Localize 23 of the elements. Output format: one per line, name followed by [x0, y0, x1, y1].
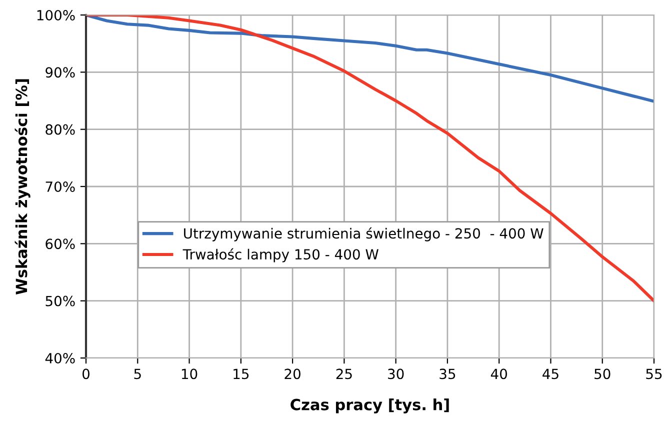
- x-tick-label: 40: [490, 368, 508, 380]
- legend-label: Trwałośc lampy 150 - 400 W: [182, 248, 378, 262]
- y-tick-label: 50%: [46, 296, 75, 306]
- x-tick-label: 45: [542, 368, 558, 380]
- y-tick-label: 100%: [37, 10, 75, 20]
- x-tick-label: 55: [646, 368, 662, 380]
- x-tick-label: 20: [284, 368, 300, 380]
- x-tick-label: 25: [336, 368, 352, 380]
- x-axis-title: Czas pracy [tys. h]: [290, 398, 449, 414]
- y-tick-label: 80%: [46, 124, 75, 135]
- x-tick-label: 50: [594, 368, 610, 380]
- x-tick-label: 30: [388, 368, 404, 380]
- x-tick-label: 10: [182, 368, 198, 380]
- x-tick-label: 35: [440, 368, 456, 380]
- y-tick-label: 60%: [46, 238, 75, 250]
- x-tick-label: 0: [82, 368, 90, 380]
- y-tick-label: 70%: [46, 181, 75, 192]
- x-tick-label: 5: [134, 368, 141, 380]
- x-tick-label: 15: [234, 368, 249, 380]
- y-axis-title: Wskaźnik żywotności [%]: [14, 79, 30, 295]
- legend-label: Utrzymywanie strumienia świetlnego - 250 - 400 W: [184, 227, 544, 242]
- y-tick-label: 40%: [45, 352, 75, 364]
- y-tick-label: 90%: [46, 67, 75, 78]
